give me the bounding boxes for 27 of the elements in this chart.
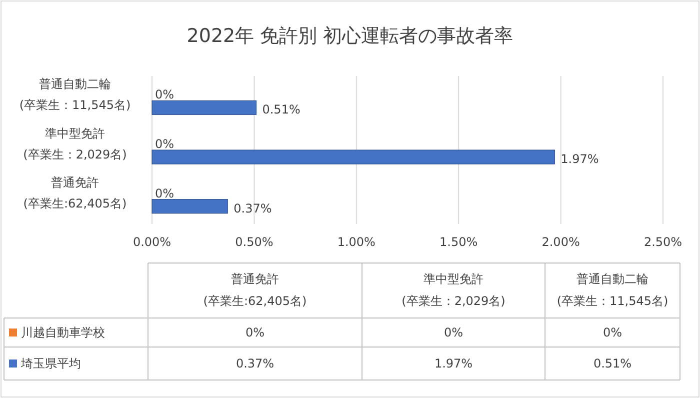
text: 0.37%: [236, 356, 274, 370]
title: 2022年 免許別 初心運転者の事故者率: [186, 25, 514, 47]
text: 1.97%: [434, 356, 473, 370]
data-label: 0%: [155, 186, 174, 200]
x-tick-label: 0.50%: [235, 235, 274, 249]
y-tick-label: 普通免許 (卒業生:62,405名): [23, 176, 127, 211]
data-label: 0%: [155, 88, 174, 102]
x-tick-label: 2.00%: [542, 235, 580, 249]
category-label: 普通自動二輪 (卒業生：11,545名): [556, 272, 668, 308]
y-tick-label: 普通自動二輪 (卒業生：11,545名): [19, 77, 131, 112]
text: 0.51%: [593, 356, 632, 370]
legend-label: 埼玉県平均: [20, 356, 81, 370]
category-label: 準中型免許 (卒業生：2,029名): [402, 272, 506, 308]
data-label: 0.51%: [262, 102, 300, 117]
x-tick-label: 1.50%: [440, 235, 478, 249]
x-tick-label: 0.00%: [132, 235, 172, 249]
category-label: 普通免許 (卒業生:62,405名): [203, 272, 307, 308]
y-tick-label: 準中型免許 (卒業生：2,029名): [23, 126, 127, 162]
x-tick-label: 2.50%: [644, 235, 682, 249]
legend-label: 川越自動車学校: [21, 326, 105, 340]
x-tick-label: 1.00%: [337, 235, 376, 249]
data-label: 1.97%: [560, 152, 599, 166]
text: 0%: [602, 326, 622, 340]
data-label: 0%: [155, 137, 174, 151]
text: 0%: [444, 326, 464, 340]
text: 0%: [245, 326, 265, 340]
data-label: 0.37%: [234, 201, 272, 216]
